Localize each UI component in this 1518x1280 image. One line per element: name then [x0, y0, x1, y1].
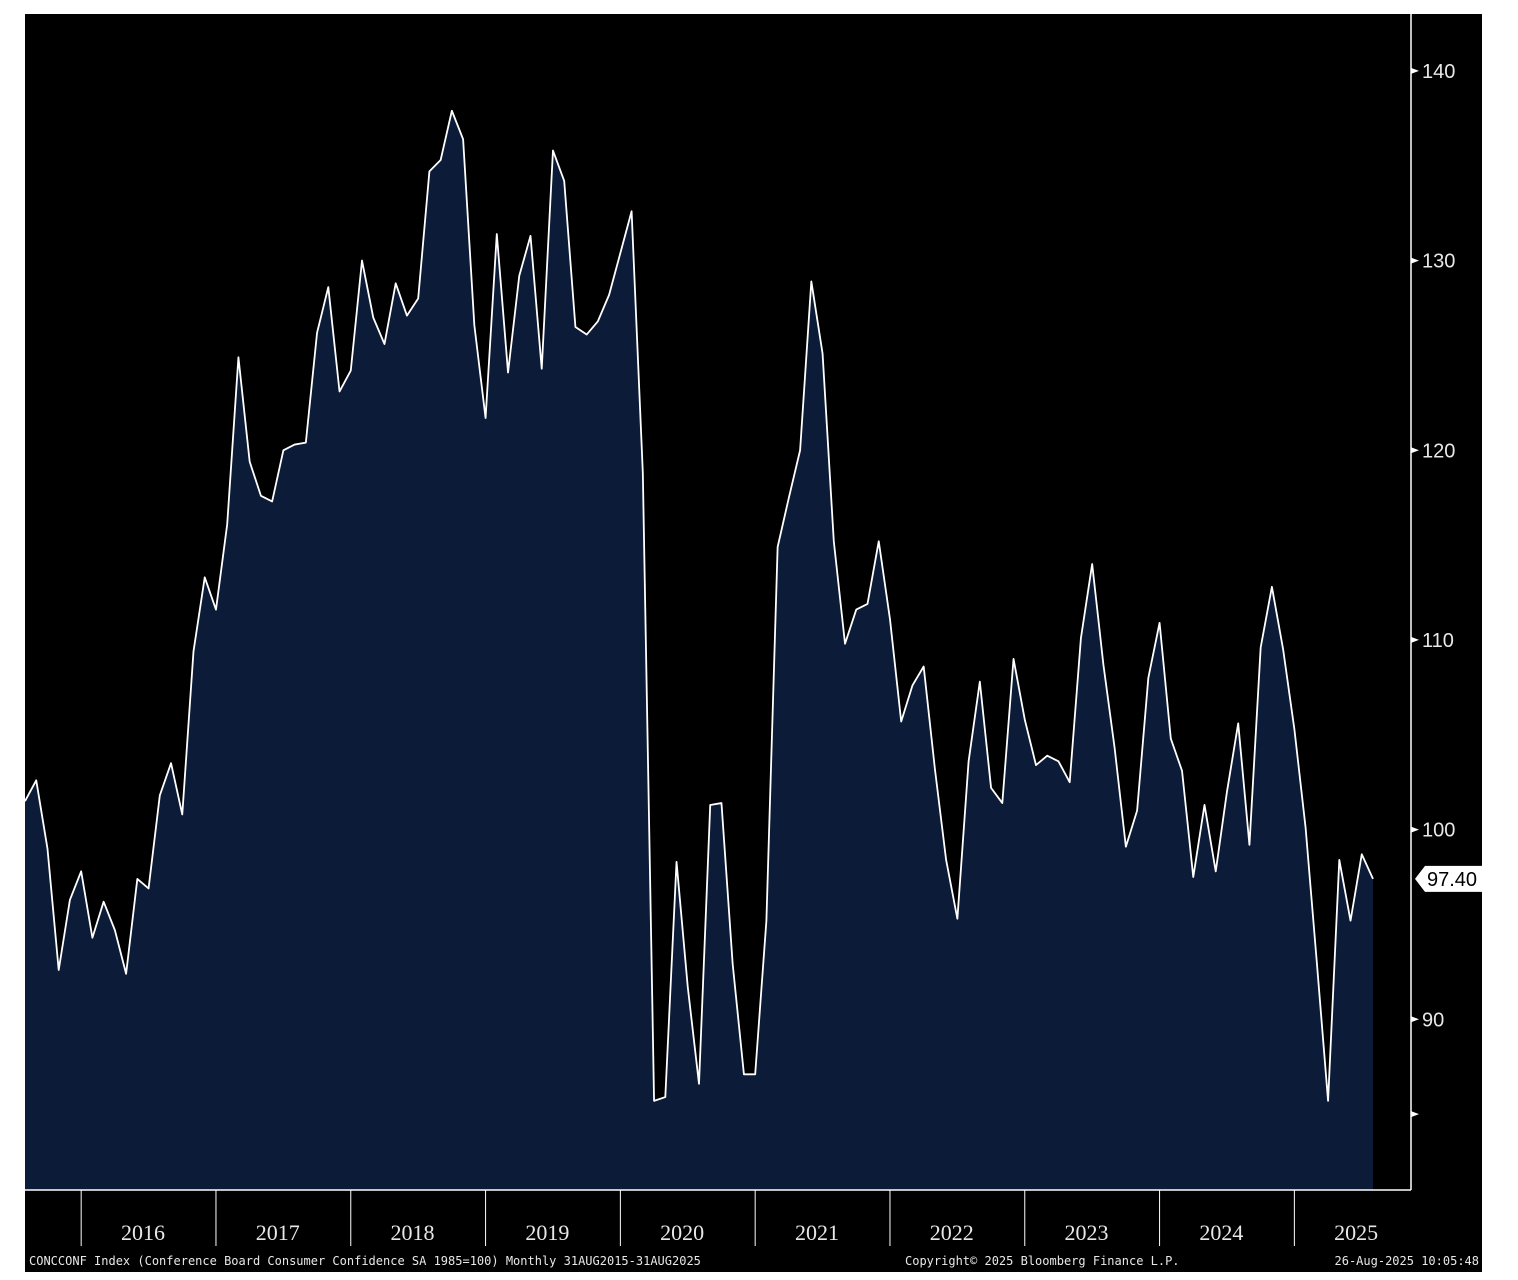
y-tick-mark-110: [1411, 636, 1419, 643]
y-tick-mark-130: [1411, 257, 1419, 264]
y-axis-ticks: 90 100 110 120 130 140: [1411, 61, 1455, 1118]
area-fill: [25, 110, 1373, 1191]
x-tick-label-2017: 2017: [256, 1220, 300, 1245]
x-tick-label-2019: 2019: [525, 1220, 569, 1245]
y-tick-mark-120: [1411, 447, 1419, 454]
y-tick-label-130: 130: [1422, 251, 1455, 273]
footer-timestamp: 26-Aug-2025 10:05:48: [1335, 1254, 1480, 1268]
y-tick-mark-85: [1411, 1111, 1419, 1118]
x-tick-label-2023: 2023: [1065, 1220, 1109, 1245]
x-axis-ticks: 2016 2017 2018 2019 2020 2021 2022 2023 2024 2025: [80, 1190, 1378, 1246]
x-tick-label-2021: 2021: [795, 1220, 839, 1245]
footer-copyright: Copyright© 2025 Bloomberg Finance L.P.: [905, 1254, 1180, 1268]
y-tick-mark-140: [1411, 67, 1419, 74]
series-line: [25, 109, 1374, 1102]
y-tick-label-90: 90: [1422, 1009, 1444, 1031]
x-tick-label-2024: 2024: [1199, 1220, 1243, 1245]
y-tick-mark-90: [1411, 1016, 1419, 1023]
x-tick-label-2025: 2025: [1334, 1220, 1378, 1245]
chart-frame: 90 100 110 120 130 140 2016 2017 2018 2019 2020 20…: [25, 14, 1482, 1272]
x-tick-label-2022: 2022: [930, 1220, 974, 1245]
x-tick-label-2016: 2016: [121, 1220, 165, 1245]
x-tick-label-2020: 2020: [660, 1220, 704, 1245]
last-value-tag: [1415, 865, 1482, 892]
x-tick-label-2018: 2018: [391, 1220, 435, 1245]
last-value-marker: 97.40: [1415, 865, 1482, 892]
y-tick-label-120: 120: [1422, 440, 1455, 462]
y-tick-label-140: 140: [1422, 61, 1455, 83]
y-tick-label-110: 110: [1422, 630, 1454, 652]
footer-description: CONCCONF Index (Conference Board Consume…: [29, 1254, 701, 1268]
y-tick-mark-100: [1411, 826, 1419, 833]
last-value-label: 97.40: [1427, 869, 1477, 891]
y-tick-label-100: 100: [1422, 820, 1455, 842]
